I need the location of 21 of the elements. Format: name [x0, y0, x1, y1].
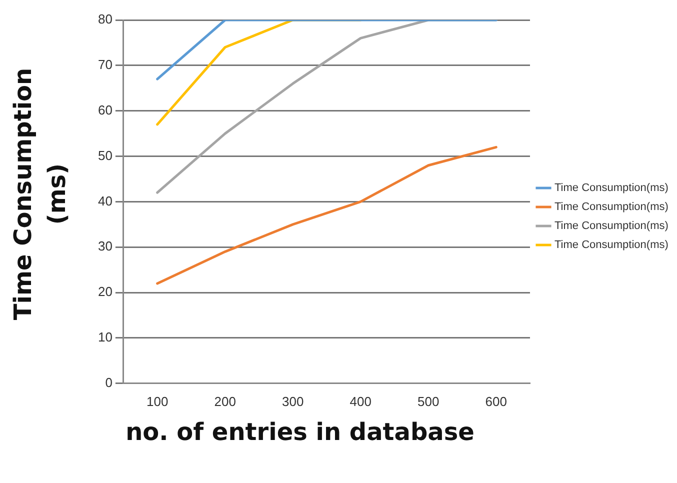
legend-label: Time Consumption(ms): [554, 239, 668, 252]
y-tick-label: 20: [98, 284, 112, 300]
legend-label: Time Consumption(ms): [554, 220, 668, 232]
x-tick-label: 100: [146, 394, 168, 409]
y-tick-label: 0: [105, 374, 112, 390]
y-tick-label: 60: [98, 102, 112, 118]
y-tick-label: 50: [98, 148, 112, 163]
y-tick-label: 70: [98, 57, 112, 72]
x-axis-title: no. of entries in database: [124, 418, 476, 446]
x-tick-label: 300: [282, 394, 304, 409]
y-tick-label: 30: [98, 238, 112, 254]
x-tick-label: 600: [485, 394, 507, 409]
legend-label: Time Consumption(ms): [554, 201, 668, 214]
y-tick-label: 80: [98, 12, 112, 27]
x-tick-label: 500: [418, 394, 440, 409]
x-tick-label: 400: [350, 394, 372, 409]
legend-label: Time Consumption(ms): [554, 182, 668, 194]
y-tick-label: 10: [98, 330, 112, 345]
y-axis-title: Time Consumption (ms): [8, 66, 72, 322]
y-tick-label: 40: [98, 193, 112, 208]
x-tick-label: 200: [214, 394, 236, 409]
